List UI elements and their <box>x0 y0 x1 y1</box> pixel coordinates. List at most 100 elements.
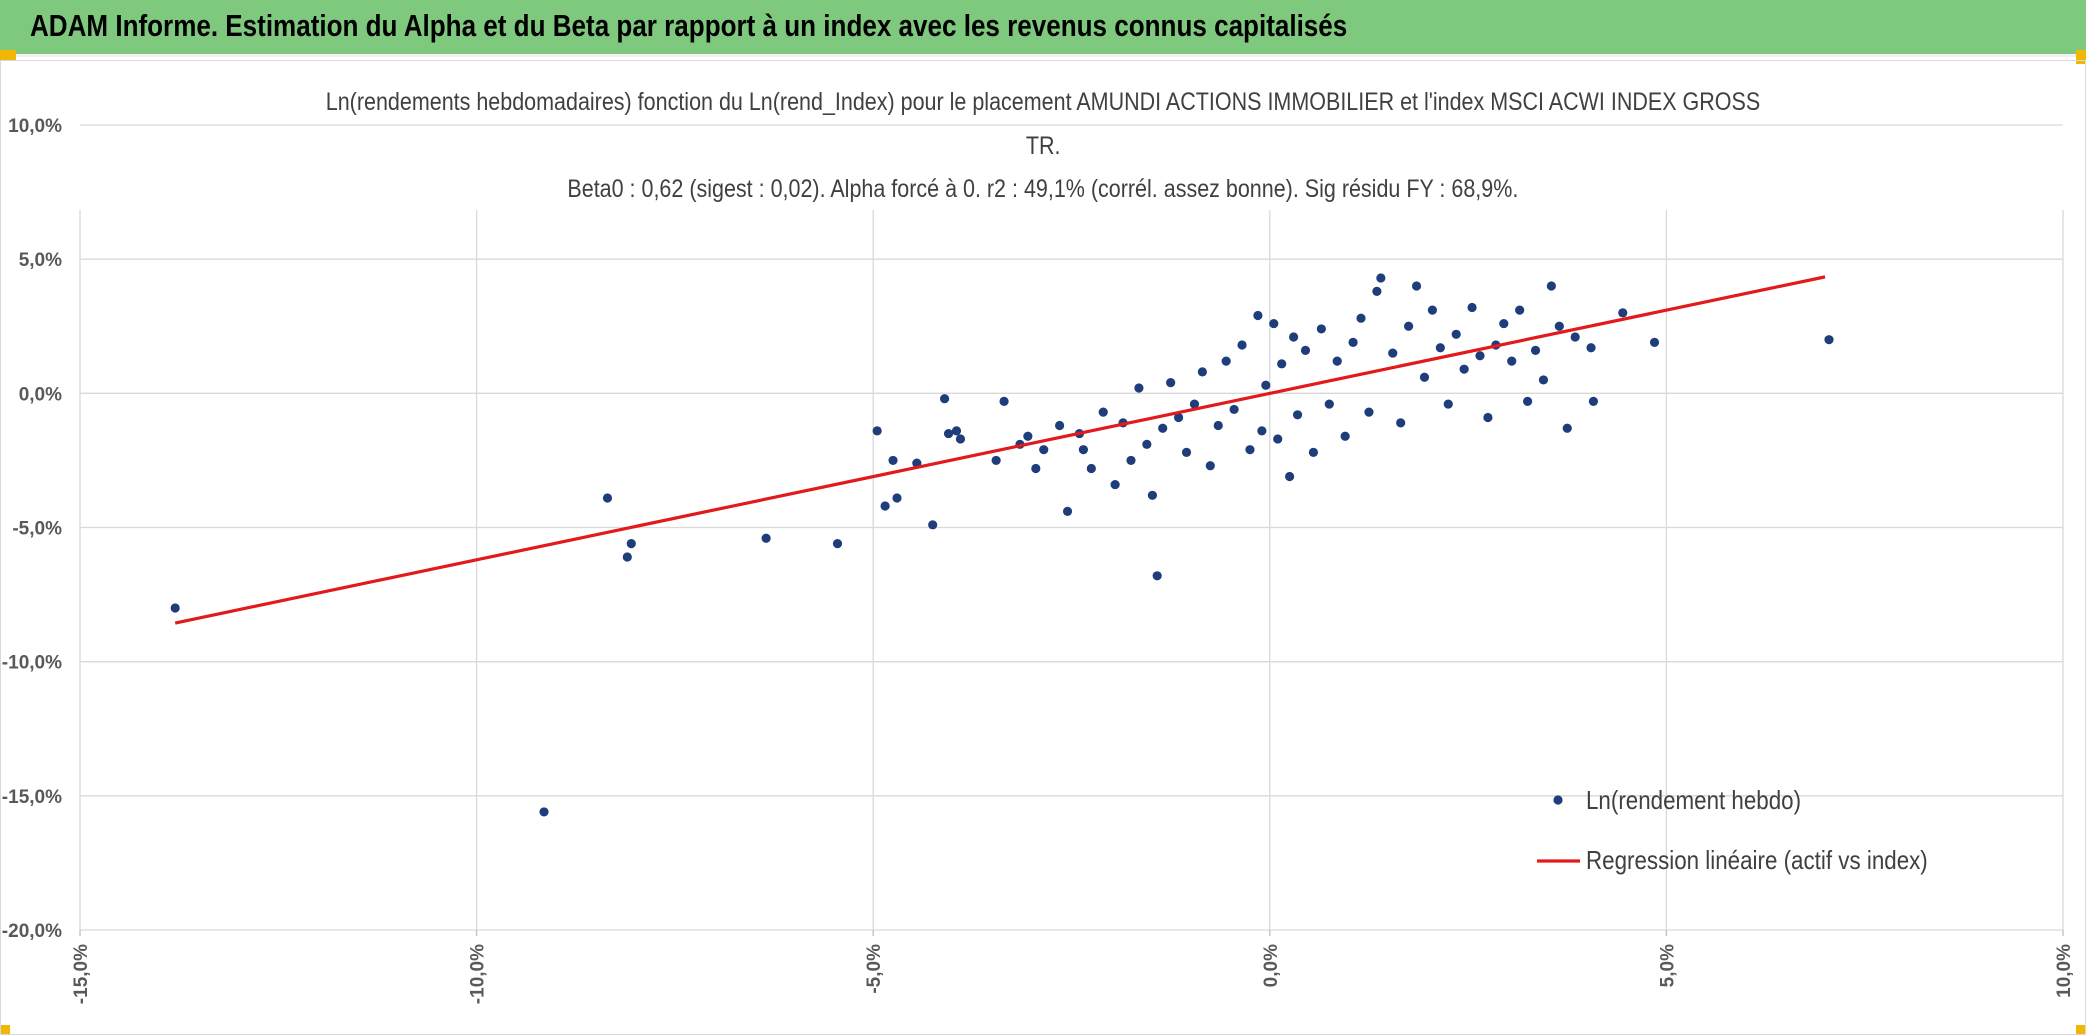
y-tick-label: 0,0% <box>19 384 62 405</box>
data-point <box>1273 434 1283 444</box>
data-point <box>1435 343 1445 353</box>
axis-labels: 10,0% 5,0% 0,0% -5,0% -10,0% -15,0% -20,0% -15,… <box>2 116 2075 1004</box>
x-tick-label: 0,0% <box>1261 944 1282 987</box>
x-tick-label: -10,0% <box>468 944 489 1004</box>
chart-title-line-3: Beta0 : 0,62 (sigest : 0,02). Alpha forc… <box>0 175 2086 204</box>
data-point <box>626 539 636 549</box>
data-point <box>1316 324 1326 334</box>
regression-line <box>174 275 1826 625</box>
data-point <box>602 493 613 503</box>
data-point <box>888 455 898 466</box>
report-title: ADAM Informe. Estimation du Alpha et du … <box>30 8 1348 43</box>
data-point <box>1324 399 1334 409</box>
y-tick-label: -10,0% <box>2 653 62 674</box>
data-point <box>1364 407 1374 417</box>
data-point <box>1166 378 1176 388</box>
data-point <box>1404 321 1414 331</box>
data-point <box>1507 356 1517 366</box>
data-point <box>1261 380 1271 390</box>
corner-marker-bottom-right <box>2076 1025 2086 1035</box>
data-point <box>872 426 882 436</box>
data-point <box>1588 396 1599 406</box>
data-point <box>928 520 938 530</box>
data-point <box>1098 407 1108 417</box>
data-point <box>1277 359 1287 369</box>
data-point <box>1499 318 1509 329</box>
data-point <box>1570 332 1580 342</box>
data-point <box>1396 418 1406 428</box>
data-point <box>1562 423 1572 433</box>
data-point <box>1340 431 1350 441</box>
y-tick-label: -20,0% <box>2 921 62 942</box>
data-point <box>1189 399 1200 409</box>
points-layer <box>170 273 1834 817</box>
data-point <box>1546 281 1556 291</box>
x-tick-label: 5,0% <box>1657 944 1678 987</box>
data-point <box>1126 455 1136 466</box>
data-point <box>999 396 1009 406</box>
data-point <box>1411 281 1422 291</box>
data-point <box>1618 308 1628 318</box>
data-point <box>1253 310 1263 321</box>
data-point <box>943 428 954 439</box>
data-point <box>1372 286 1382 296</box>
data-point <box>1443 399 1453 409</box>
data-point <box>761 533 771 543</box>
legend-label-regression: Regression linéaire (actif vs index) <box>1586 845 1928 875</box>
data-point <box>1586 343 1596 353</box>
data-point <box>939 394 950 404</box>
data-point <box>1039 445 1049 455</box>
data-point <box>1197 367 1207 377</box>
data-point <box>1229 404 1239 415</box>
data-point <box>1292 410 1303 420</box>
data-point <box>1419 372 1430 382</box>
data-point <box>1285 471 1295 482</box>
chart-title-text-3: Beta0 : 0,62 (sigest : 0,02). Alpha forc… <box>562 175 1524 204</box>
chart-title-text-1: Ln(rendements hebdomadaires) fonction du… <box>320 88 1766 117</box>
data-point <box>955 434 966 444</box>
data-point <box>1459 364 1469 374</box>
legend <box>1537 795 1580 863</box>
data-point <box>1269 318 1279 329</box>
data-point <box>1221 356 1231 366</box>
data-point <box>1245 445 1255 455</box>
data-point <box>880 501 890 511</box>
data-point <box>1427 305 1438 315</box>
data-point <box>1288 332 1299 342</box>
data-point <box>991 455 1001 466</box>
chart-title-line-2: TR. <box>0 132 2086 161</box>
data-point <box>1451 329 1461 339</box>
data-point <box>1086 463 1096 474</box>
data-point <box>1554 321 1564 331</box>
corner-marker-bottom-left <box>0 1025 10 1035</box>
data-point <box>1147 490 1158 500</box>
data-point <box>892 493 902 503</box>
data-point <box>1078 445 1088 455</box>
data-point <box>1142 439 1152 449</box>
data-point <box>1530 345 1541 355</box>
report-banner: ADAM Informe. Estimation du Alpha et du … <box>0 0 2086 57</box>
data-point <box>1308 447 1319 457</box>
data-point <box>1388 348 1398 358</box>
data-point <box>1376 273 1386 283</box>
data-point <box>1356 313 1366 323</box>
data-point <box>1023 431 1033 441</box>
data-point <box>1467 302 1477 313</box>
corner-marker-left <box>0 50 16 60</box>
data-point <box>1348 337 1358 347</box>
x-tick-label: 10,0% <box>2054 944 2075 998</box>
data-point <box>539 807 549 817</box>
data-point <box>1173 412 1184 423</box>
legend-label-scatter: Ln(rendement hebdo) <box>1586 785 1802 815</box>
x-tick-label: -15,0% <box>71 944 92 1004</box>
data-point <box>832 539 843 549</box>
data-point <box>1110 479 1120 490</box>
chart-title-text-2: TR. <box>1025 132 1061 160</box>
data-point <box>951 426 962 436</box>
data-point <box>1824 335 1834 345</box>
data-point <box>1205 461 1215 471</box>
data-point <box>1213 420 1223 431</box>
data-point <box>1475 351 1485 361</box>
data-point <box>1055 420 1065 431</box>
